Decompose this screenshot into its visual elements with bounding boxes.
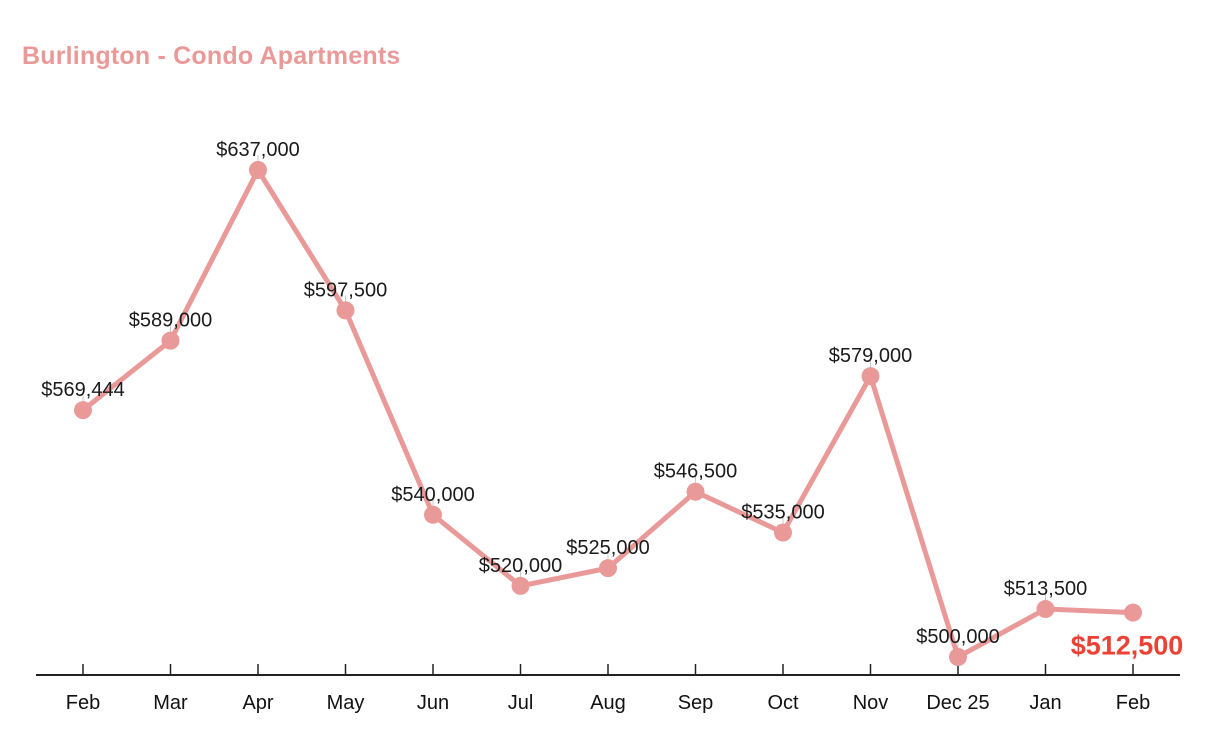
value-label: $535,000 xyxy=(741,502,824,524)
x-axis-label: Apr xyxy=(242,692,273,714)
data-point[interactable] xyxy=(336,301,355,320)
highlighted-value-label: $512,500 xyxy=(1071,631,1184,661)
x-axis-label: Aug xyxy=(590,692,626,714)
value-label: $597,500 xyxy=(304,279,387,301)
x-axis-label: Dec 25 xyxy=(926,692,989,714)
x-axis-label: Mar xyxy=(153,692,188,714)
data-point[interactable] xyxy=(949,648,967,666)
value-label: $637,000 xyxy=(216,139,299,161)
data-point[interactable] xyxy=(161,331,180,350)
value-label: $579,000 xyxy=(829,345,912,367)
x-axis-label: Sep xyxy=(678,692,714,714)
series-line xyxy=(80,167,1136,660)
data-point[interactable] xyxy=(249,161,267,179)
x-axis-label: Jan xyxy=(1029,692,1061,714)
x-axis-label: Nov xyxy=(853,692,889,714)
value-label: $513,500 xyxy=(1004,578,1087,600)
data-point[interactable] xyxy=(74,401,92,420)
data-point[interactable] xyxy=(424,505,442,524)
value-label: $540,000 xyxy=(391,484,474,506)
data-point[interactable] xyxy=(774,523,792,542)
x-axis-label: Feb xyxy=(1116,692,1150,714)
data-point[interactable] xyxy=(599,559,617,578)
value-label: $500,000 xyxy=(916,626,999,648)
data-point[interactable] xyxy=(1124,603,1142,622)
x-axis-label: Jun xyxy=(417,692,449,714)
x-axis-label: Jul xyxy=(508,692,534,714)
value-label: $520,000 xyxy=(479,555,562,577)
value-label: $525,000 xyxy=(566,537,649,559)
chart-title: Burlington - Condo Apartments xyxy=(22,42,401,70)
data-point[interactable] xyxy=(861,367,880,386)
value-label: $589,000 xyxy=(129,310,212,332)
x-axis-label: May xyxy=(327,692,365,714)
data-point[interactable] xyxy=(686,482,705,501)
value-label: $546,500 xyxy=(654,461,737,483)
value-label: $569,444 xyxy=(41,379,124,401)
data-point[interactable] xyxy=(511,576,530,595)
data-point[interactable] xyxy=(1036,600,1055,619)
x-axis-label: Oct xyxy=(767,692,799,714)
x-axis-label: Feb xyxy=(66,692,100,714)
